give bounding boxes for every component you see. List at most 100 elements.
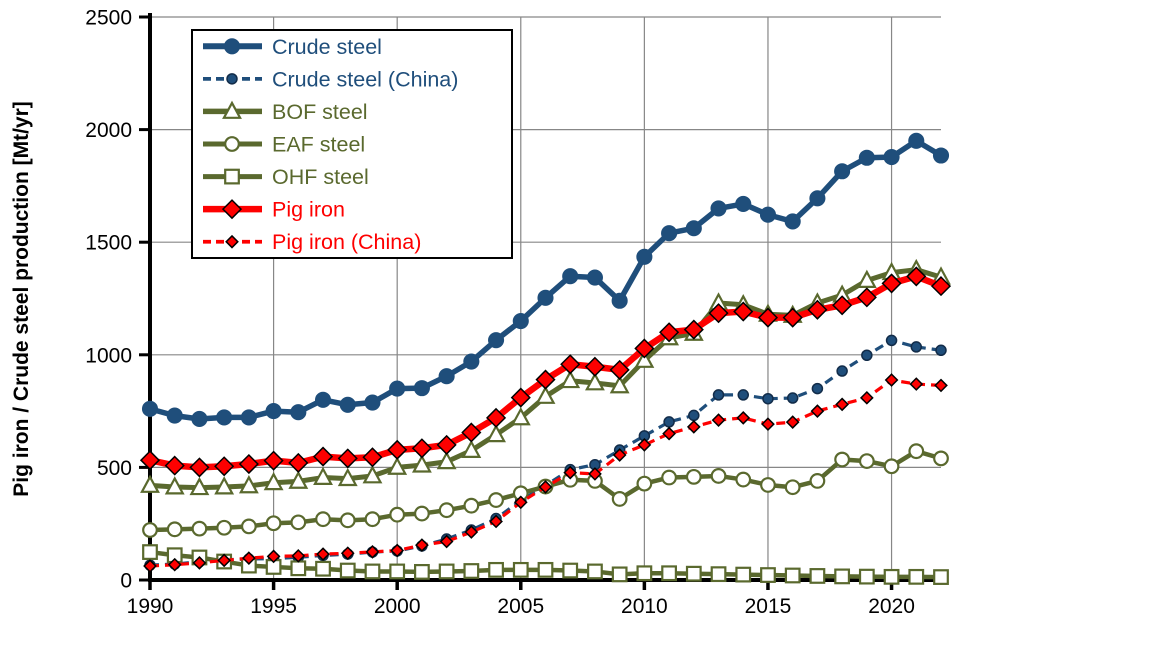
legend-label: OHF steel [272, 165, 369, 189]
diamond-marker [612, 448, 627, 462]
square-marker [224, 168, 240, 185]
circle-marker [933, 450, 949, 467]
diamond-marker [238, 453, 259, 475]
circle-marker [759, 206, 777, 223]
diamond-marker [785, 415, 800, 429]
triangle-marker [263, 471, 284, 491]
square-marker [512, 561, 529, 578]
diamond-marker [486, 407, 507, 428]
diamond-marker [164, 455, 185, 476]
square-marker [784, 567, 801, 584]
diamond-marker [316, 547, 330, 561]
circle-marker [611, 292, 628, 309]
triangle-marker [337, 467, 358, 487]
circle-marker [364, 511, 381, 528]
circle-marker [836, 365, 848, 377]
diamond-marker [934, 378, 948, 393]
circle-marker [932, 147, 950, 164]
triangle-marker [140, 474, 160, 493]
circle-marker [586, 269, 603, 286]
diamond-marker [686, 420, 701, 434]
circle-marker [834, 451, 851, 468]
diamond-marker [263, 450, 284, 471]
circle-marker [265, 515, 282, 532]
triangle-marker [535, 385, 556, 404]
square-marker [933, 569, 949, 585]
diamond-marker [436, 434, 457, 455]
triangle-marker [856, 269, 877, 288]
circle-marker [438, 502, 455, 519]
circle-marker [463, 353, 480, 370]
legend-item-pig-iron: Pig iron [203, 198, 345, 222]
diamond-marker [761, 417, 775, 432]
diamond-marker [538, 480, 553, 494]
circle-marker [834, 163, 851, 180]
square-marker [587, 563, 603, 580]
x-tick-label: 2020 [868, 595, 915, 618]
circle-marker [784, 479, 801, 496]
diamond-marker [906, 266, 927, 287]
square-marker [809, 568, 826, 584]
circle-marker [688, 409, 700, 422]
triangle-marker [609, 375, 630, 394]
circle-marker [562, 268, 579, 285]
circle-marker [488, 332, 505, 349]
diamond-marker [167, 557, 182, 572]
diamond-marker [242, 551, 256, 566]
triangle-marker [387, 456, 408, 475]
circle-marker [226, 73, 238, 85]
diamond-marker [733, 301, 754, 322]
x-tick-label: 2000 [374, 595, 421, 618]
square-marker [364, 563, 381, 580]
square-marker [339, 562, 356, 579]
square-marker [463, 563, 480, 579]
square-marker [142, 544, 158, 560]
circle-marker [861, 349, 873, 362]
circle-marker [710, 200, 727, 217]
circle-marker [883, 149, 900, 166]
triangle-marker [585, 372, 605, 391]
legend-label: BOF steel [272, 100, 368, 124]
diamond-marker [489, 514, 503, 529]
legend-label: Pig iron [272, 198, 345, 222]
circle-marker [885, 334, 898, 347]
legend-label: Pig iron (China) [272, 230, 421, 254]
circle-marker [413, 380, 430, 397]
circle-marker [216, 409, 233, 426]
series-pig-iron-china [143, 373, 948, 573]
square-marker [438, 563, 455, 580]
y-tick-label: 500 [97, 457, 132, 480]
square-marker [735, 566, 752, 583]
circle-marker [685, 220, 702, 237]
diamond-marker [588, 467, 602, 481]
circle-marker [191, 410, 208, 428]
x-tick-label: 1990 [127, 595, 174, 618]
diamond-marker [807, 299, 828, 320]
diamond-marker [659, 322, 680, 343]
circle-marker [685, 468, 702, 485]
circle-marker [935, 344, 947, 357]
diamond-marker [337, 448, 358, 469]
diamond-marker [835, 397, 849, 412]
circle-marker [910, 341, 923, 353]
circle-marker [537, 289, 554, 306]
circle-marker [414, 505, 430, 522]
circle-marker [339, 512, 356, 529]
diamond-marker [513, 495, 528, 510]
square-marker [908, 568, 925, 585]
square-marker [834, 568, 851, 585]
circle-marker [315, 511, 331, 528]
circle-marker [737, 389, 749, 401]
x-tick-label: 2005 [497, 595, 544, 618]
circle-marker [760, 477, 776, 493]
circle-marker [364, 394, 381, 411]
diamond-marker [634, 338, 655, 359]
diamond-marker [225, 234, 239, 249]
series-pig-iron [139, 266, 952, 478]
diamond-marker [782, 307, 803, 328]
legend-item-eaf-steel: EAF steel [203, 133, 365, 157]
circle-marker [611, 491, 628, 507]
circle-marker [166, 521, 183, 538]
